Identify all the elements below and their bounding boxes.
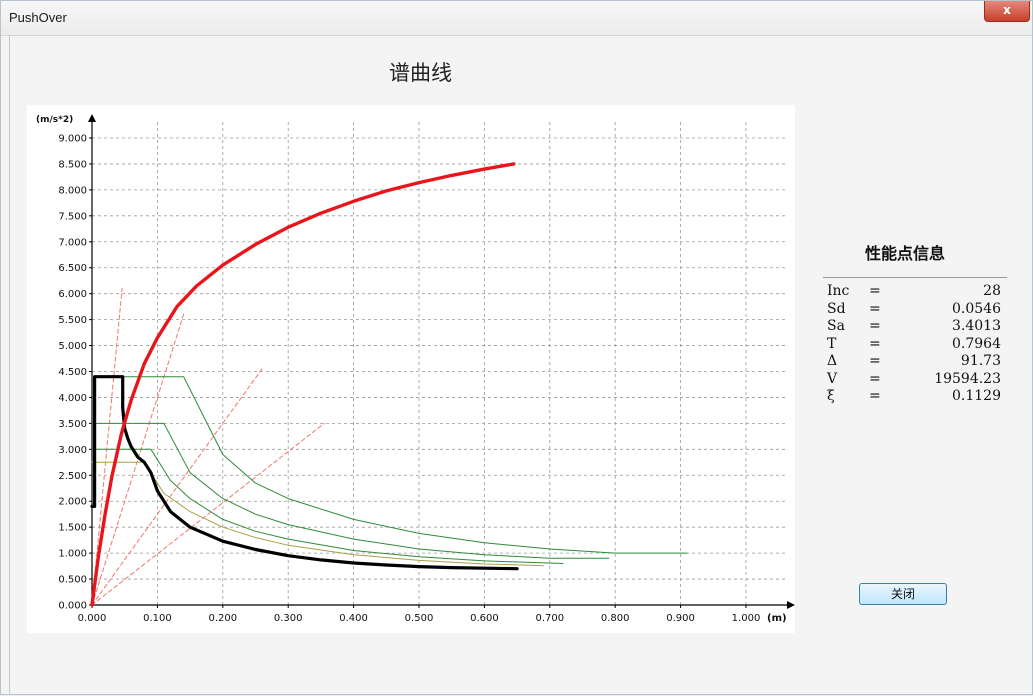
reduced-series-line: [91, 376, 688, 554]
info-value: 19594.23: [934, 370, 1001, 387]
info-row: V = 19594.23: [823, 371, 1003, 389]
x-tick-label: 1.000: [732, 613, 761, 624]
x-tick-label: 0.800: [601, 613, 630, 624]
info-value: 28: [983, 283, 1001, 299]
info-equals: =: [869, 283, 881, 299]
x-tick-label: 0.000: [78, 613, 107, 624]
window-title: PushOver: [9, 10, 67, 25]
y-axis-label: (m/s*2): [36, 115, 73, 125]
info-row: Δ = 91.73: [823, 353, 1003, 371]
window-close-icon[interactable]: x: [984, 1, 1030, 22]
y-tick-label: 2.000: [58, 497, 87, 508]
info-label: Δ: [827, 353, 838, 369]
info-row: Sd = 0.0546: [823, 301, 1003, 319]
y-tick-label: 0.000: [58, 601, 87, 612]
y-tick-label: 1.000: [58, 549, 87, 560]
y-tick-label: 0.500: [58, 575, 87, 586]
title-bar: PushOver x: [1, 1, 1032, 36]
reduced_alt-series-line: [91, 461, 544, 567]
x-tick-label: 0.900: [666, 613, 695, 624]
info-value: 91.73: [960, 353, 1001, 369]
x-tick-label: 0.600: [470, 613, 499, 624]
reduced-series-line: [91, 422, 610, 559]
y-tick-label: 2.500: [58, 471, 87, 482]
y-tick-label: 7.000: [58, 237, 87, 248]
y-tick-label: 6.000: [58, 289, 87, 300]
info-label: V: [827, 370, 838, 387]
info-label: Sd: [827, 300, 846, 317]
y-tick-label: 3.500: [58, 419, 87, 430]
x-tick-label: 0.300: [274, 613, 303, 624]
plot-background: [27, 105, 795, 633]
info-label: Inc: [827, 283, 850, 299]
period_lines-series-line: [91, 288, 123, 606]
info-panel-title: 性能点信息: [865, 244, 946, 263]
capacity-series-line: [90, 162, 516, 607]
y-tick-label: 5.500: [58, 315, 87, 326]
info-equals: =: [869, 353, 881, 369]
info-value: 0.1129: [952, 388, 1001, 404]
info-label: T: [827, 335, 837, 352]
info-equals: =: [869, 370, 881, 387]
x-axis-arrow: [787, 601, 795, 609]
y-tick-label: 1.500: [58, 523, 87, 534]
y-tick-label: 3.000: [58, 445, 87, 456]
info-equals: =: [869, 318, 881, 334]
y-tick-label: 9.000: [58, 134, 87, 145]
demand-series-line: [90, 375, 519, 571]
y-tick-label: 7.500: [58, 211, 87, 222]
y-tick-label: 8.000: [58, 185, 87, 196]
info-row: Inc = 28: [823, 283, 1003, 301]
info-row: ξ = 0.1129: [823, 388, 1003, 406]
info-value: 0.0546: [952, 300, 1001, 317]
info-value: 3.4013: [952, 318, 1001, 334]
x-tick-label: 0.700: [535, 613, 564, 624]
info-equals: =: [869, 388, 881, 404]
y-axis-arrow: [88, 114, 96, 122]
x-tick-label: 0.500: [405, 613, 434, 624]
info-label: ξ: [827, 388, 835, 404]
info-table: Inc = 28 Sd = 0.0546 Sa = 3.4013 T = 0.7964 Δ = 91.73 V…: [823, 283, 1003, 406]
period_lines-series-line: [91, 368, 263, 606]
left-divider: [9, 35, 10, 695]
info-equals: =: [869, 335, 881, 352]
chart-title: 谱曲线: [389, 61, 452, 85]
y-tick-label: 8.500: [58, 159, 87, 170]
x-tick-label: 0.100: [143, 613, 172, 624]
info-row: T = 0.7964: [823, 336, 1003, 354]
info-row: Sa = 3.4013: [823, 318, 1003, 336]
x-tick-label: 0.400: [339, 613, 368, 624]
y-tick-label: 5.000: [58, 341, 87, 352]
period_lines-series-line: [91, 422, 325, 606]
y-tick-label: 4.000: [58, 393, 87, 404]
x-tick-label: 0.200: [208, 613, 237, 624]
info-divider: [823, 277, 1007, 278]
period_lines-series-line: [91, 313, 185, 606]
y-tick-label: 4.500: [58, 367, 87, 378]
reduced-series-line: [91, 448, 564, 564]
x-axis-label: (m): [767, 613, 787, 624]
info-equals: =: [869, 300, 881, 317]
info-value: 0.7964: [952, 335, 1001, 352]
info-label: Sa: [827, 318, 845, 334]
y-tick-label: 6.500: [58, 263, 87, 274]
close-button[interactable]: 关闭: [859, 583, 947, 605]
